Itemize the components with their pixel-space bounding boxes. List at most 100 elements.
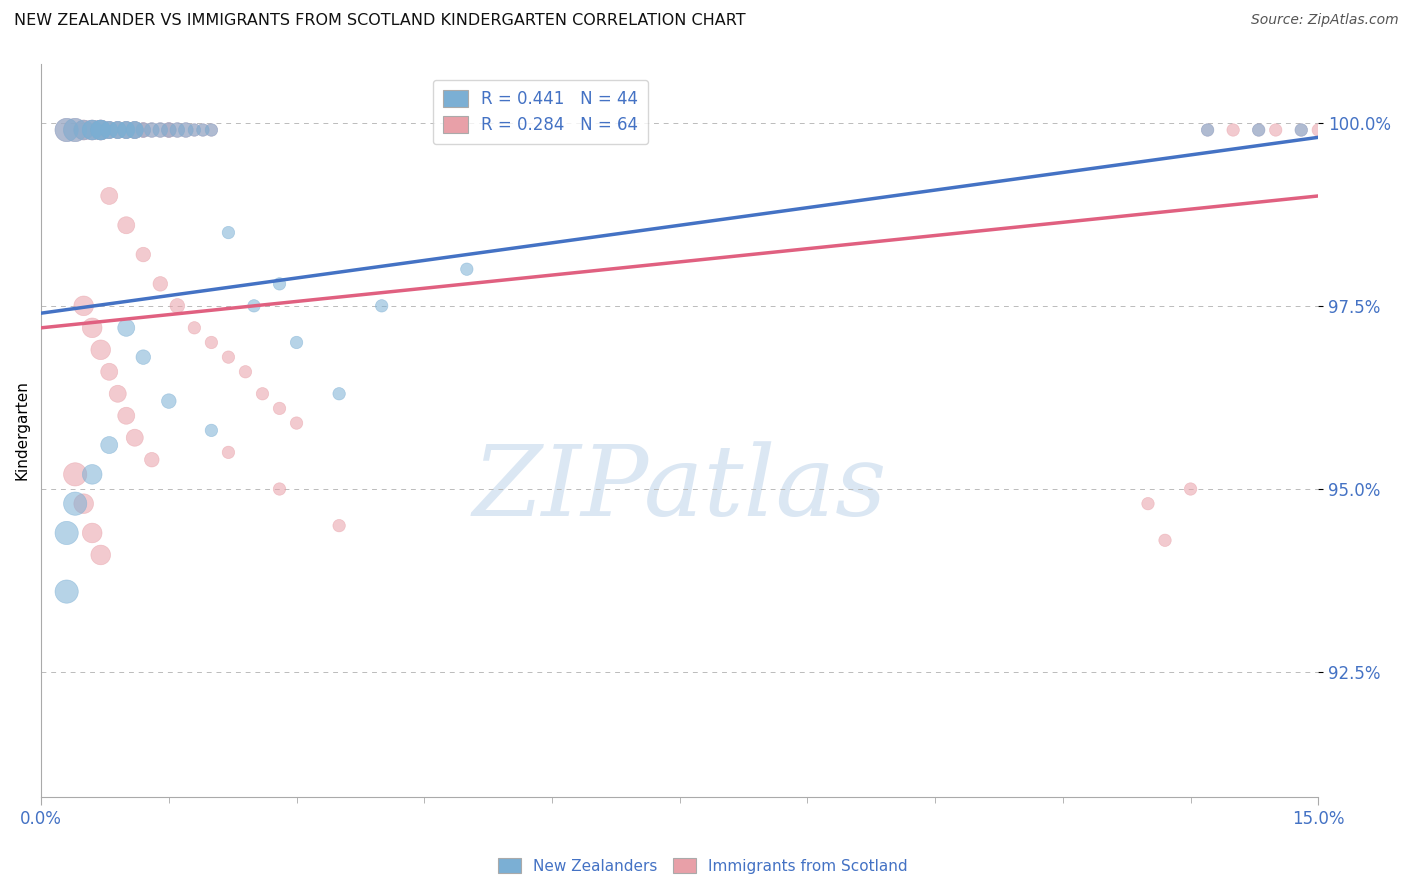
Point xyxy=(1154,533,1177,548)
Point xyxy=(149,277,172,291)
Point xyxy=(73,497,96,511)
Point xyxy=(124,123,146,137)
Point xyxy=(107,123,129,137)
Point xyxy=(55,526,77,541)
Point xyxy=(82,123,104,137)
Point xyxy=(166,123,188,137)
Point xyxy=(98,123,121,137)
Point xyxy=(132,123,155,137)
Point xyxy=(1308,123,1330,137)
Point xyxy=(124,123,146,137)
Point xyxy=(107,123,129,137)
Point xyxy=(1136,497,1159,511)
Point xyxy=(191,123,214,137)
Point xyxy=(132,123,155,137)
Point xyxy=(149,123,172,137)
Point xyxy=(115,409,138,423)
Point xyxy=(115,123,138,137)
Point xyxy=(1222,123,1244,137)
Point xyxy=(55,123,77,137)
Point xyxy=(90,123,112,137)
Point xyxy=(456,262,478,277)
Point xyxy=(82,123,104,137)
Point xyxy=(1180,482,1202,496)
Point xyxy=(174,123,197,137)
Point xyxy=(235,365,257,379)
Point xyxy=(174,123,197,137)
Point xyxy=(90,123,112,137)
Point xyxy=(73,123,96,137)
Point xyxy=(98,189,121,203)
Point xyxy=(1197,123,1219,137)
Point xyxy=(98,438,121,452)
Point xyxy=(328,386,350,401)
Point xyxy=(1197,123,1219,137)
Point xyxy=(252,386,274,401)
Legend: R = 0.441   N = 44, R = 0.284   N = 64: R = 0.441 N = 44, R = 0.284 N = 64 xyxy=(433,79,648,145)
Point xyxy=(269,401,291,416)
Point xyxy=(63,467,86,482)
Point xyxy=(115,219,138,233)
Point xyxy=(157,123,180,137)
Point xyxy=(1264,123,1286,137)
Point xyxy=(90,123,112,137)
Point xyxy=(55,584,77,599)
Point xyxy=(200,123,222,137)
Point xyxy=(55,123,77,137)
Point xyxy=(63,123,86,137)
Point xyxy=(124,123,146,137)
Point xyxy=(115,123,138,137)
Point xyxy=(1247,123,1270,137)
Point xyxy=(166,123,188,137)
Point xyxy=(98,123,121,137)
Point xyxy=(1247,123,1270,137)
Point xyxy=(73,123,96,137)
Point xyxy=(200,335,222,350)
Point xyxy=(98,365,121,379)
Point xyxy=(217,226,239,240)
Point xyxy=(90,123,112,137)
Point xyxy=(183,321,205,335)
Point xyxy=(90,123,112,137)
Point xyxy=(141,452,163,467)
Point xyxy=(217,350,239,364)
Point xyxy=(183,123,205,137)
Point xyxy=(1289,123,1312,137)
Point xyxy=(82,321,104,335)
Y-axis label: Kindergarten: Kindergarten xyxy=(15,381,30,480)
Point xyxy=(115,123,138,137)
Point xyxy=(98,123,121,137)
Point xyxy=(217,445,239,459)
Point xyxy=(269,277,291,291)
Point xyxy=(82,123,104,137)
Point xyxy=(132,350,155,364)
Point xyxy=(82,467,104,482)
Point xyxy=(90,548,112,562)
Point xyxy=(183,123,205,137)
Point xyxy=(157,394,180,409)
Point xyxy=(200,123,222,137)
Point xyxy=(107,386,129,401)
Point xyxy=(98,123,121,137)
Point xyxy=(141,123,163,137)
Point xyxy=(73,123,96,137)
Text: Source: ZipAtlas.com: Source: ZipAtlas.com xyxy=(1251,13,1399,28)
Point xyxy=(73,299,96,313)
Point xyxy=(107,123,129,137)
Point xyxy=(243,299,266,313)
Point xyxy=(90,123,112,137)
Text: ZIPatlas: ZIPatlas xyxy=(472,442,887,537)
Point xyxy=(115,123,138,137)
Point xyxy=(200,424,222,438)
Point xyxy=(157,123,180,137)
Point xyxy=(285,335,308,350)
Point xyxy=(166,299,188,313)
Point xyxy=(124,123,146,137)
Point xyxy=(90,343,112,357)
Point xyxy=(115,321,138,335)
Point xyxy=(1289,123,1312,137)
Legend: New Zealanders, Immigrants from Scotland: New Zealanders, Immigrants from Scotland xyxy=(492,852,914,880)
Point xyxy=(191,123,214,137)
Point xyxy=(132,123,155,137)
Point xyxy=(82,526,104,541)
